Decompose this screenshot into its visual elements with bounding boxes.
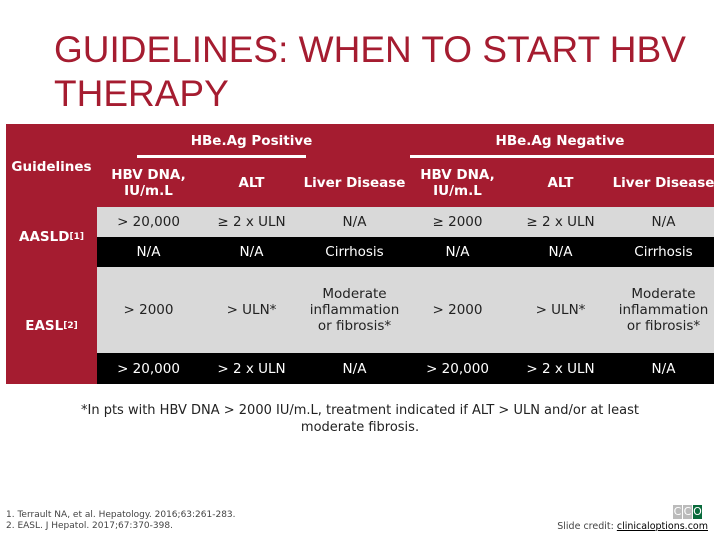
logo-letter: O [693,505,702,519]
reference-1: 1. Terrault NA, et al. Hepatology. 2016;… [6,510,236,520]
divider [410,155,714,158]
logo-letter: C [683,505,692,519]
credit-link[interactable]: clinicaloptions.com [616,521,708,532]
column-header: Liver Disease [303,175,406,191]
table-cell: > 20,000 [117,214,180,230]
column-header: Liver Disease [612,175,715,191]
credit-label: Slide credit: [557,521,614,532]
column-header: ALT [547,175,574,191]
table-cell: ≥ 2 x ULN [217,214,286,230]
group-header-negative: HBe.Ag Negative [495,133,625,149]
table-row: > 20,000 ≥ 2 x ULN N/A ≥ 2000 ≥ 2 x ULN N/A [97,207,714,237]
table-row: N/A N/A Cirrhosis N/A N/A Cirrhosis [97,237,714,267]
table-cell: Cirrhosis [634,244,693,260]
table-cell: ≥ 2 x ULN [526,214,595,230]
logo-letter: C [673,505,682,519]
table-cell: > 2000 [432,302,483,318]
table-cell: N/A [651,360,676,377]
cco-logo: C C O [673,505,702,519]
guideline-name: EASL [25,317,64,334]
table-row: > 2000 > ULN* Moderate inflammation or fib… [97,267,714,353]
guidelines-header: Guidelines [11,159,92,175]
table-cell: Moderate inflammation or fibrosis* [309,286,400,334]
table-cell: N/A [342,360,367,377]
table-cell: N/A [239,244,264,260]
table-cell: > ULN* [535,302,586,318]
table-cell: N/A [651,214,676,230]
slide-credit: Slide credit: clinicaloptions.com [557,521,708,532]
table-cell: Cirrhosis [325,244,384,260]
divider [137,155,306,158]
table-cell: > 20,000 [117,360,180,377]
references: 1. Terrault NA, et al. Hepatology. 2016;… [6,510,236,532]
table-cell: Moderate inflammation or fibrosis* [618,286,709,334]
column-header: HBV DNA, IU/m.L [111,167,186,199]
table-cell: N/A [136,244,161,260]
footnote: *In pts with HBV DNA > 2000 IU/m.L, trea… [81,403,639,435]
column-header: HBV DNA, IU/m.L [420,167,495,199]
table-cell: > 20,000 [426,360,489,377]
slide-title: GUIDELINES: WHEN TO START HBV THERAPY [54,29,686,114]
table-cell: ≥ 2000 [432,214,483,230]
table-cell: N/A [342,214,367,230]
table-cell: > 2 x ULN [217,360,286,377]
group-header-positive: HBe.Ag Positive [190,133,313,149]
table-cell: N/A [548,244,573,260]
table-row: > 20,000 > 2 x ULN N/A > 20,000 > 2 x ULN N/A [97,353,714,384]
reference-2: 2. EASL. J Hepatol. 2017;67:370-398. [6,521,173,531]
reference-marker: [1] [69,232,84,242]
table-cell: > 2000 [123,302,174,318]
column-header: ALT [238,175,265,191]
guideline-aasld: AASLD [1] [6,207,97,267]
table-cell: > 2 x ULN [526,360,595,377]
guideline-easl: EASL [2] [6,267,97,384]
table-cell: > ULN* [226,302,277,318]
table-cell: N/A [445,244,470,260]
guideline-name: AASLD [19,229,70,245]
guidelines-table: HBe.Ag Positive HBe.Ag Negative Guidelin… [6,124,714,384]
reference-marker: [2] [63,320,78,331]
